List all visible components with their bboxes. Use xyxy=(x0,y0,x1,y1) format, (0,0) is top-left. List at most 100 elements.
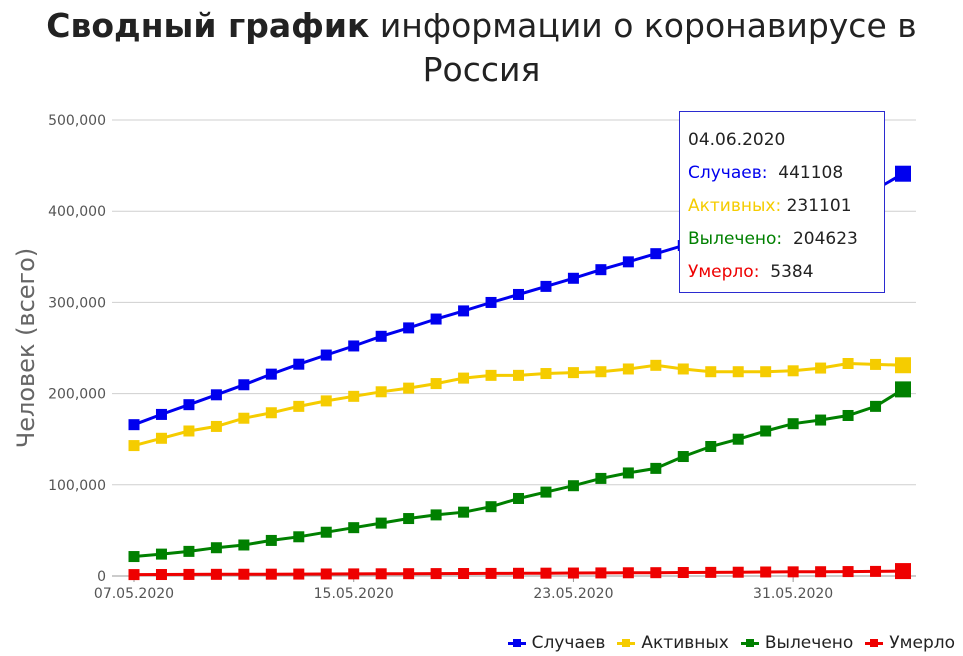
chart-title-rest: информации о коронавирусе в Россия xyxy=(379,6,917,89)
data-point xyxy=(650,248,662,260)
data-point xyxy=(787,566,799,578)
data-point-highlight xyxy=(895,165,911,182)
legend-marker-icon xyxy=(865,637,884,649)
data-point xyxy=(458,506,470,518)
legend-item-deaths[interactable]: Умерло xyxy=(865,633,955,653)
data-point xyxy=(540,567,552,579)
tooltip-row-deaths: Умерло: 5384 xyxy=(688,256,876,289)
data-point xyxy=(595,366,607,378)
data-point xyxy=(540,368,552,380)
data-point xyxy=(320,526,332,538)
legend-label: Умерло xyxy=(889,633,955,653)
data-point xyxy=(210,542,222,554)
data-point xyxy=(430,568,442,580)
data-point xyxy=(238,568,250,580)
data-point xyxy=(567,272,579,284)
data-point xyxy=(815,414,827,426)
legend-marker-icon xyxy=(617,637,636,649)
tooltip-label: Случаев: xyxy=(688,163,768,183)
data-point xyxy=(842,409,854,421)
data-point xyxy=(430,378,442,390)
tooltip-date: 04.06.2020 xyxy=(688,130,786,150)
data-point xyxy=(265,568,277,580)
data-point-highlight xyxy=(895,357,911,374)
data-point xyxy=(485,501,497,513)
data-point xyxy=(403,568,415,580)
data-point xyxy=(155,569,167,581)
data-point xyxy=(760,566,772,578)
chart-title: Сводный график информации о коронавирусе… xyxy=(0,4,963,92)
legend-marker-icon xyxy=(740,637,759,649)
data-point xyxy=(265,368,277,380)
legend-marker-icon xyxy=(507,637,526,649)
data-point xyxy=(183,568,195,580)
data-point xyxy=(183,399,195,411)
data-point xyxy=(705,566,717,578)
tooltip-label: Вылечено: xyxy=(688,229,783,249)
y-tick-label: 100,000 xyxy=(48,478,106,494)
data-point xyxy=(375,517,387,529)
data-point xyxy=(155,548,167,560)
data-point xyxy=(293,568,305,580)
data-point xyxy=(732,433,744,445)
data-point xyxy=(485,567,497,579)
data-point xyxy=(128,419,140,431)
data-point xyxy=(458,372,470,384)
x-tick-label: 23.05.2020 xyxy=(533,586,613,602)
data-point xyxy=(128,569,140,581)
data-point xyxy=(293,400,305,412)
data-point xyxy=(677,363,689,375)
data-point xyxy=(842,358,854,370)
data-point xyxy=(320,568,332,580)
legend-item-recovered[interactable]: Вылечено xyxy=(740,633,853,653)
data-point xyxy=(238,539,250,551)
data-point xyxy=(567,567,579,579)
data-point xyxy=(650,462,662,474)
data-point xyxy=(375,330,387,342)
data-point xyxy=(320,349,332,361)
data-point xyxy=(705,440,717,452)
data-point xyxy=(732,366,744,378)
data-point xyxy=(375,386,387,398)
data-point xyxy=(787,365,799,377)
data-point xyxy=(265,407,277,419)
legend-item-cases[interactable]: Случаев xyxy=(507,633,605,653)
data-point xyxy=(348,340,360,352)
data-point xyxy=(622,256,634,268)
data-point xyxy=(210,420,222,432)
tooltip-value: 441108 xyxy=(778,163,844,183)
data-point xyxy=(238,379,250,391)
y-tick-label: 400,000 xyxy=(48,204,106,220)
data-point xyxy=(815,566,827,578)
data-point xyxy=(128,551,140,563)
chart-title-bold: Сводный график xyxy=(46,6,370,45)
y-tick-label: 0 xyxy=(97,569,106,585)
data-point xyxy=(430,509,442,521)
data-point xyxy=(732,566,744,578)
data-point xyxy=(760,425,772,437)
data-point xyxy=(155,432,167,444)
data-point xyxy=(485,369,497,381)
tooltip-value: 231101 xyxy=(786,196,852,216)
data-point xyxy=(513,567,524,579)
data-point xyxy=(705,366,717,378)
data-point xyxy=(567,480,579,492)
data-point xyxy=(595,567,607,579)
tooltip-value: 204623 xyxy=(792,229,858,249)
data-point xyxy=(677,451,689,463)
tooltip-row-active: Активных: 231101 xyxy=(688,190,876,223)
data-point xyxy=(622,363,634,375)
data-point xyxy=(650,567,662,579)
data-point xyxy=(348,522,360,534)
data-point xyxy=(815,362,827,374)
data-point xyxy=(513,369,524,381)
data-point xyxy=(595,264,607,276)
legend-label: Активных xyxy=(641,633,729,653)
legend-item-active[interactable]: Активных xyxy=(617,633,729,653)
data-point xyxy=(540,486,552,498)
data-point xyxy=(348,390,360,402)
data-point xyxy=(760,366,772,378)
x-tick-label: 15.05.2020 xyxy=(314,586,394,602)
tooltip-label: Умерло: xyxy=(688,262,760,282)
data-point xyxy=(210,389,222,401)
